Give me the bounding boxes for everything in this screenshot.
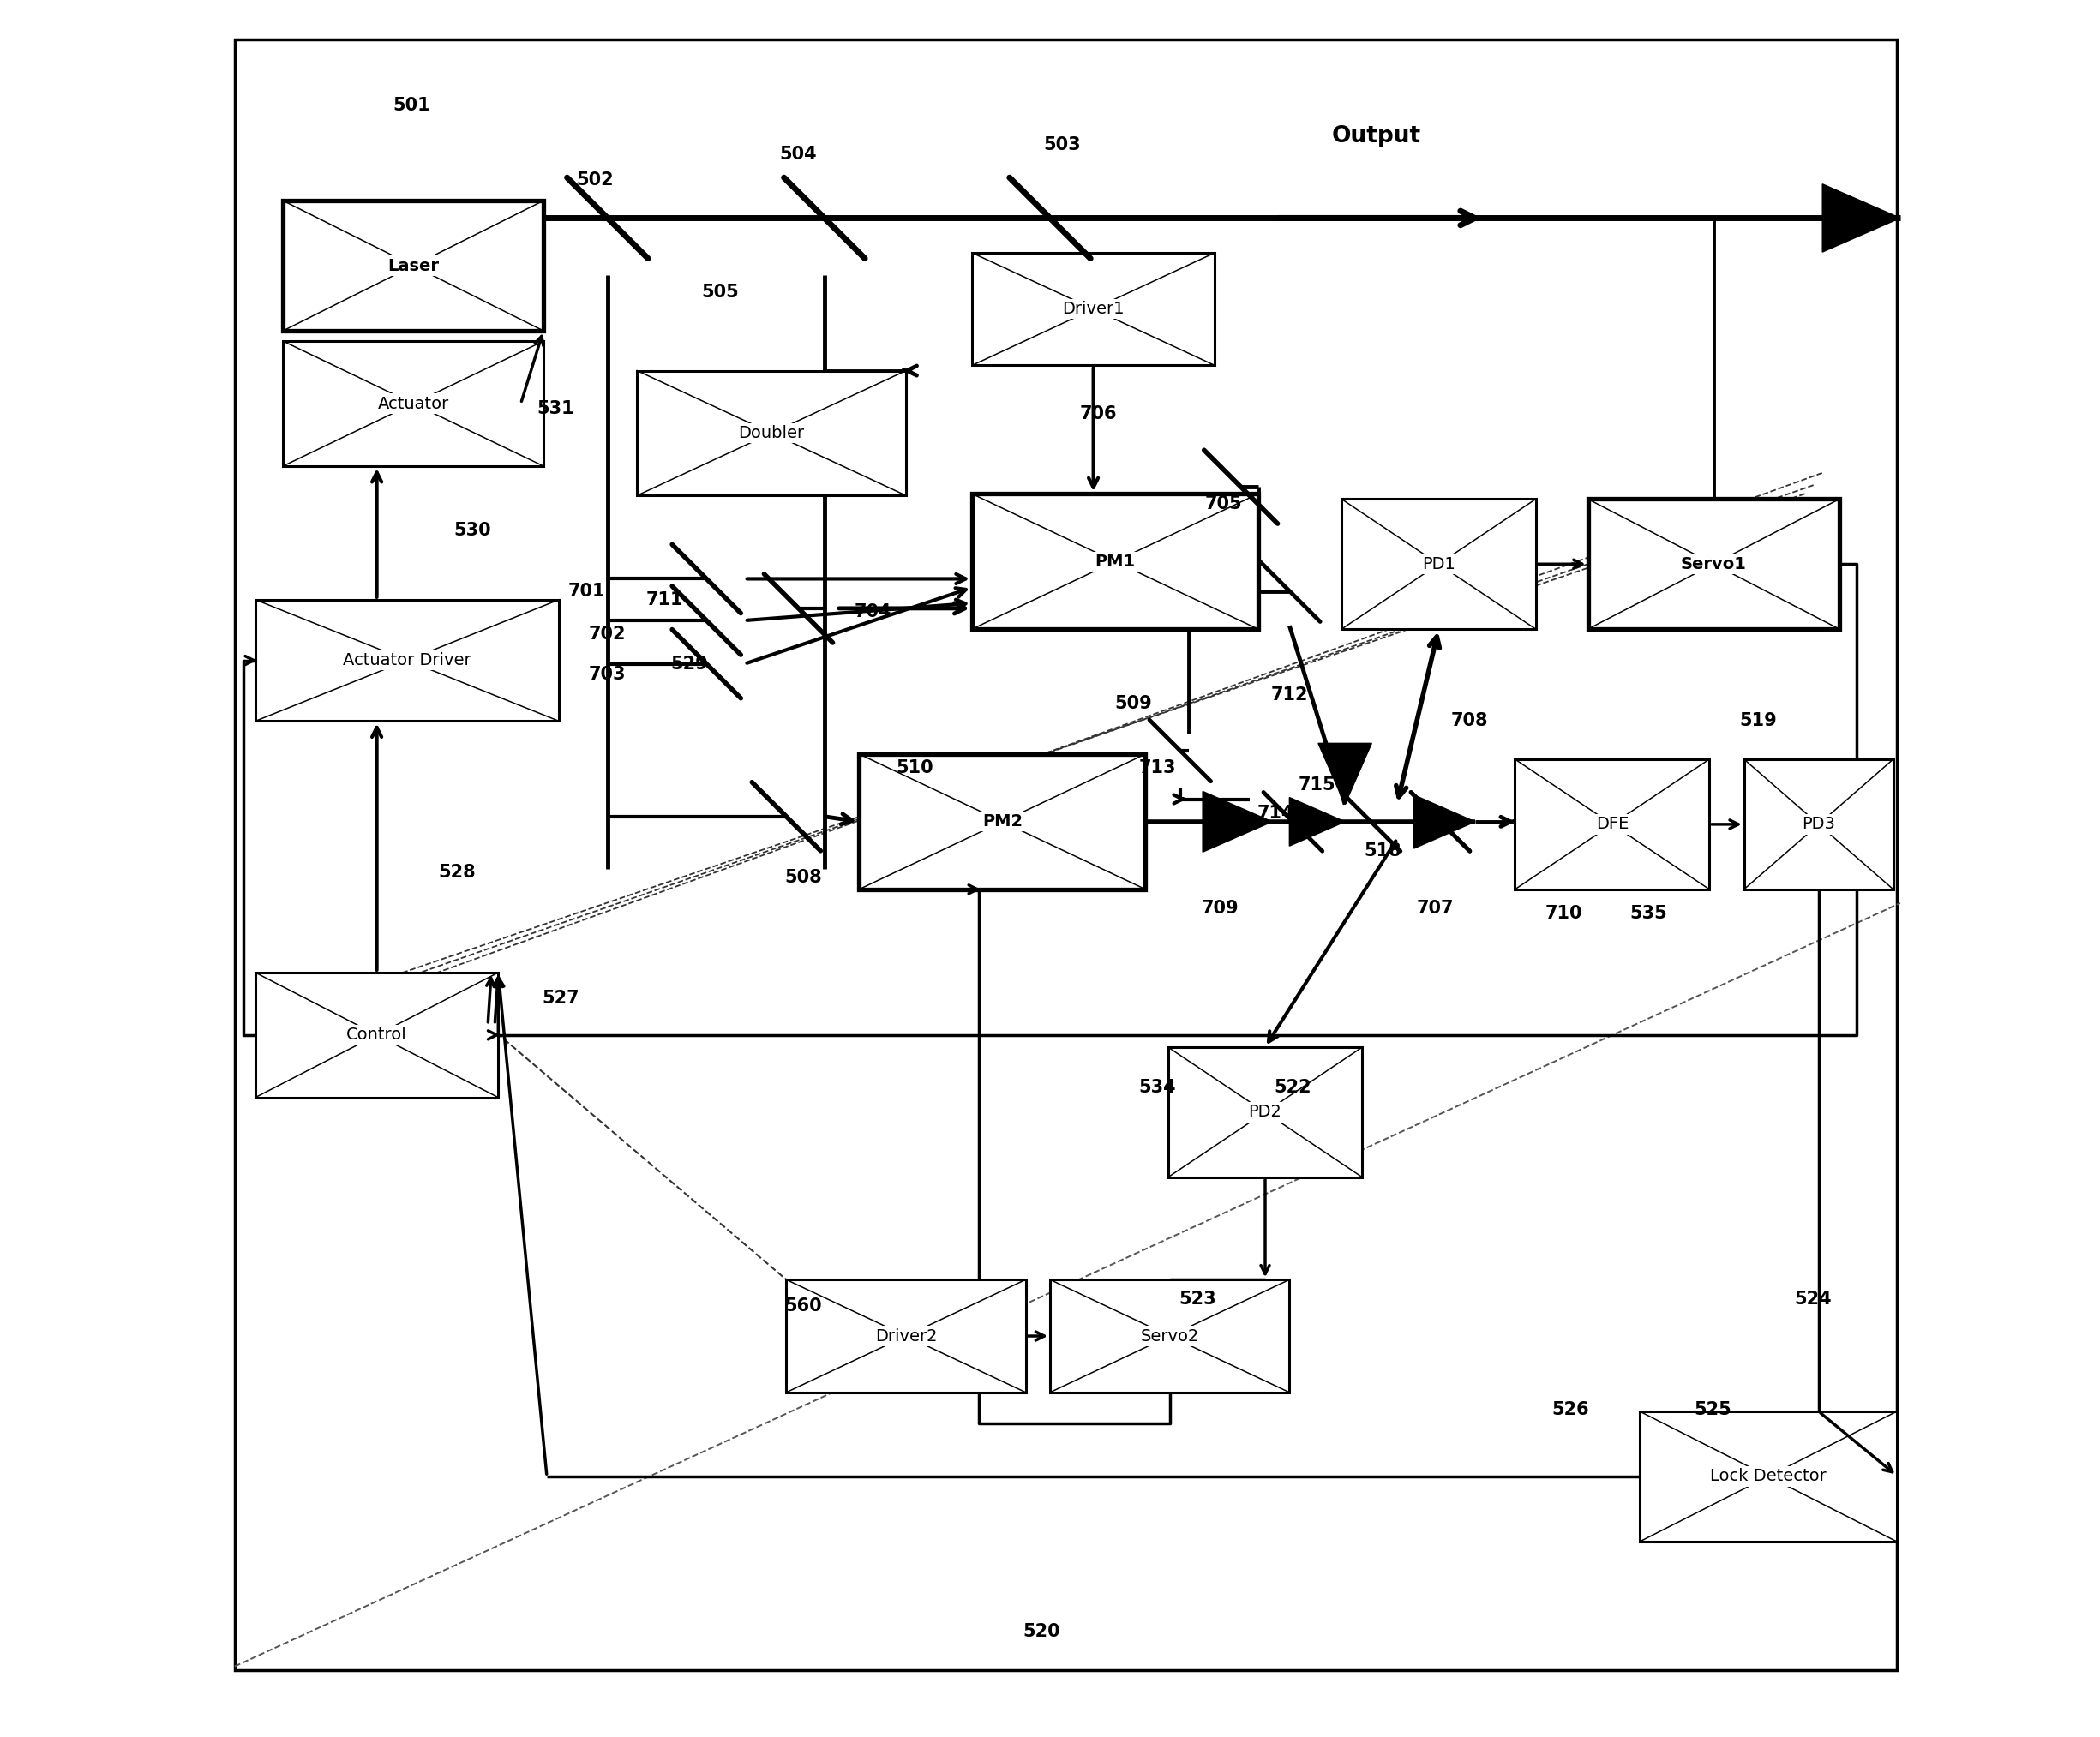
- Text: 508: 508: [785, 868, 823, 886]
- Text: PM1: PM1: [1094, 554, 1136, 570]
- Text: 504: 504: [779, 146, 817, 162]
- Text: 704: 704: [855, 603, 892, 620]
- Bar: [1168, 1047, 1363, 1178]
- Bar: [1640, 1412, 1896, 1541]
- Bar: [1588, 499, 1840, 629]
- Text: 702: 702: [588, 625, 626, 643]
- Text: 518: 518: [1365, 842, 1403, 860]
- Text: Servo2: Servo2: [1140, 1327, 1199, 1344]
- Text: 527: 527: [542, 990, 580, 1007]
- Text: 712: 712: [1270, 686, 1308, 703]
- Text: 710: 710: [1546, 905, 1581, 922]
- Text: 708: 708: [1451, 712, 1489, 730]
- Text: Laser: Laser: [388, 257, 439, 274]
- Text: 522: 522: [1275, 1079, 1312, 1096]
- Text: Lock Detector: Lock Detector: [1709, 1468, 1827, 1485]
- Text: 525: 525: [1695, 1402, 1732, 1419]
- Text: Servo1: Servo1: [1680, 556, 1747, 571]
- Text: 510: 510: [897, 759, 932, 776]
- Bar: [972, 252, 1214, 365]
- Text: Doubler: Doubler: [739, 426, 804, 441]
- Text: 502: 502: [578, 172, 613, 188]
- Text: 505: 505: [701, 285, 739, 301]
- Bar: [972, 493, 1258, 629]
- Text: PM2: PM2: [983, 813, 1023, 830]
- Text: 520: 520: [1023, 1622, 1060, 1640]
- Text: 530: 530: [454, 521, 491, 538]
- Bar: [1514, 759, 1709, 889]
- Text: Output: Output: [1331, 125, 1422, 148]
- Text: 524: 524: [1796, 1291, 1831, 1308]
- Text: 509: 509: [1115, 695, 1153, 712]
- Bar: [284, 201, 544, 330]
- Text: 560: 560: [785, 1298, 823, 1315]
- Text: 501: 501: [393, 97, 430, 115]
- Bar: [859, 754, 1144, 889]
- Text: 713: 713: [1138, 759, 1176, 776]
- Text: Actuator Driver: Actuator Driver: [342, 651, 470, 669]
- Text: 703: 703: [588, 665, 626, 683]
- Text: 706: 706: [1079, 405, 1117, 422]
- Text: Control: Control: [346, 1027, 407, 1044]
- Text: PD3: PD3: [1802, 816, 1835, 832]
- Polygon shape: [1289, 797, 1344, 846]
- Bar: [1743, 759, 1894, 889]
- Text: 503: 503: [1044, 137, 1082, 155]
- Text: PD1: PD1: [1422, 556, 1455, 571]
- Text: 523: 523: [1178, 1291, 1216, 1308]
- Text: Driver1: Driver1: [1063, 301, 1124, 318]
- Text: 707: 707: [1418, 900, 1453, 917]
- Text: 709: 709: [1201, 900, 1239, 917]
- Text: Driver2: Driver2: [876, 1327, 937, 1344]
- Bar: [1342, 499, 1535, 629]
- Text: 528: 528: [439, 863, 475, 881]
- Bar: [636, 370, 905, 495]
- Text: 534: 534: [1138, 1079, 1176, 1096]
- Text: 705: 705: [1205, 495, 1243, 512]
- Bar: [256, 599, 559, 721]
- Text: PD2: PD2: [1250, 1105, 1281, 1120]
- Text: DFE: DFE: [1596, 816, 1630, 832]
- Text: 519: 519: [1739, 712, 1777, 730]
- Text: 711: 711: [647, 591, 682, 608]
- Text: 529: 529: [670, 655, 708, 672]
- Bar: [785, 1280, 1025, 1393]
- Bar: [1050, 1280, 1289, 1393]
- Text: 715: 715: [1298, 776, 1336, 794]
- Bar: [256, 973, 498, 1098]
- Text: 531: 531: [538, 400, 573, 417]
- Text: Actuator: Actuator: [378, 396, 449, 412]
- Polygon shape: [1203, 792, 1273, 853]
- Text: 701: 701: [569, 582, 605, 599]
- Text: 526: 526: [1552, 1402, 1590, 1419]
- Text: 714: 714: [1258, 804, 1294, 822]
- Bar: [284, 340, 544, 466]
- Polygon shape: [1823, 184, 1900, 252]
- Text: 535: 535: [1630, 905, 1667, 922]
- Polygon shape: [1413, 796, 1474, 848]
- Polygon shape: [1319, 743, 1371, 804]
